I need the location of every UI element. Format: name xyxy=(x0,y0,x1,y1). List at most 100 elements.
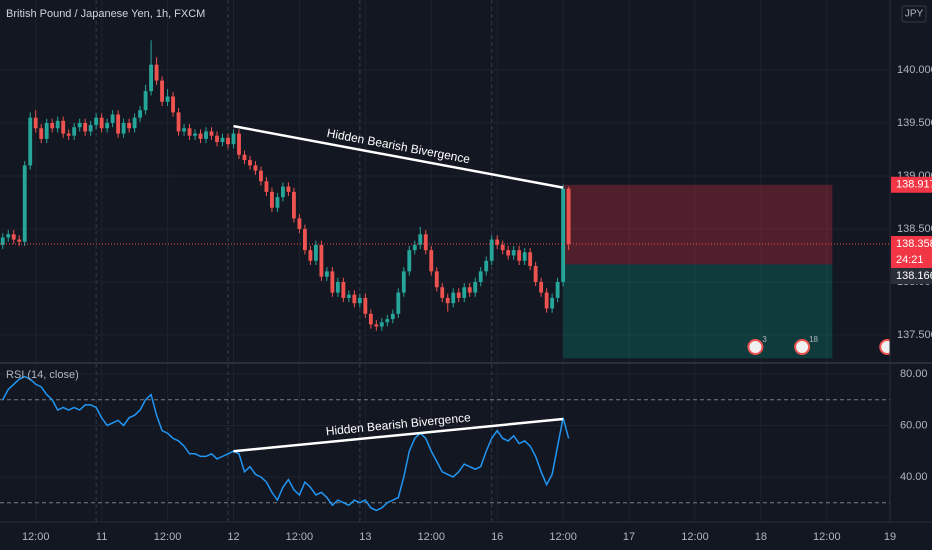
candle-body xyxy=(83,122,88,132)
candle-body xyxy=(226,137,230,145)
candle-body xyxy=(77,122,82,128)
x-tick-label: 12:00 xyxy=(417,531,445,543)
candle-body xyxy=(242,154,247,161)
candle-body xyxy=(171,96,175,113)
event-icon[interactable] xyxy=(794,339,811,355)
candle-body xyxy=(467,287,472,293)
candle-body xyxy=(99,117,104,129)
candle-body xyxy=(374,324,379,327)
candle-body xyxy=(61,120,66,134)
candle-body xyxy=(528,252,533,267)
candle-body xyxy=(88,125,93,132)
x-tick-label: 12:00 xyxy=(813,531,841,543)
candle-body xyxy=(368,313,373,325)
candle-body xyxy=(132,117,137,129)
candle-body xyxy=(297,218,302,229)
candle-body xyxy=(451,292,456,304)
candle-body xyxy=(33,117,38,129)
candle-body xyxy=(561,188,566,282)
event-count: 18 xyxy=(809,335,818,344)
candle-body xyxy=(22,165,27,242)
candle-body xyxy=(66,133,71,136)
candle-body xyxy=(533,266,538,282)
candle-body xyxy=(544,292,549,309)
y-tick-label: 137.500 xyxy=(897,329,932,341)
candle-body xyxy=(511,250,516,256)
candle-body xyxy=(281,186,285,198)
candle-body xyxy=(434,271,439,288)
event-count: 3 xyxy=(762,335,767,344)
candle-body xyxy=(566,188,571,245)
candle-body xyxy=(6,234,11,238)
stop-price-tag: 138.917 xyxy=(896,179,932,191)
candle-body xyxy=(462,287,467,298)
candle-body xyxy=(550,297,555,309)
candle-body xyxy=(11,234,16,240)
candle-body xyxy=(198,133,203,139)
x-tick-label: 12 xyxy=(227,531,239,543)
candle-body xyxy=(215,135,219,143)
candle-body xyxy=(220,137,225,143)
event-icon[interactable] xyxy=(747,339,764,355)
candle-body xyxy=(270,191,274,208)
x-tick-label: 12:00 xyxy=(286,531,314,543)
candle-body xyxy=(346,294,351,298)
candle-body xyxy=(165,96,170,102)
candle-body xyxy=(116,114,121,134)
stop-price-tag-bg xyxy=(891,176,932,193)
candle-body xyxy=(143,91,148,111)
candle-body xyxy=(50,122,55,129)
candle-body xyxy=(412,244,417,251)
countdown-tag: 24:21 xyxy=(896,254,924,266)
candle-body xyxy=(308,250,313,261)
candle-body xyxy=(72,127,77,136)
candle-body xyxy=(253,165,258,171)
x-tick-label: 12:00 xyxy=(681,531,709,543)
candle-body xyxy=(330,271,335,293)
candle-body xyxy=(313,244,318,261)
candle-body xyxy=(286,186,291,192)
candle-body xyxy=(390,313,395,320)
candle-body xyxy=(110,114,115,123)
candle-body xyxy=(500,244,505,251)
candle-body xyxy=(352,294,357,304)
candle-body xyxy=(423,234,428,251)
candle-body xyxy=(429,250,434,272)
x-tick-label: 18 xyxy=(755,531,767,543)
y-tick-label: 138.500 xyxy=(897,223,932,235)
candle-body xyxy=(539,281,544,293)
last-price-tag-bg xyxy=(891,236,932,253)
entry-price-tag-bg xyxy=(891,268,932,285)
candle-body xyxy=(357,297,362,304)
candle-body xyxy=(176,112,181,132)
candle-body xyxy=(385,319,390,323)
x-tick-label: 12:00 xyxy=(22,531,50,543)
trend-line xyxy=(233,124,564,189)
candle-body xyxy=(182,128,186,132)
candle-body xyxy=(248,160,252,166)
currency[interactable]: JPY xyxy=(905,9,924,20)
candle-body xyxy=(473,281,478,293)
candle-body xyxy=(127,122,132,129)
trend-line xyxy=(233,417,564,453)
y-tick-label: 80.00 xyxy=(900,368,928,380)
candle-body xyxy=(522,252,527,261)
candle-body xyxy=(237,133,241,155)
candle-body xyxy=(341,281,346,298)
y-tick-label: 60.00 xyxy=(900,419,928,431)
candle-body xyxy=(456,292,461,298)
last-price-tag: 138.358 xyxy=(896,238,932,250)
candle-body xyxy=(231,133,236,145)
candle-body xyxy=(55,120,60,129)
candle-body xyxy=(379,322,384,327)
candle-body xyxy=(302,228,307,251)
candle-body xyxy=(105,122,110,129)
candle-body xyxy=(324,271,329,277)
y-tick-label: 140.000 xyxy=(897,64,932,76)
x-tick-label: 11 xyxy=(96,531,107,543)
currency-box[interactable] xyxy=(901,5,927,23)
